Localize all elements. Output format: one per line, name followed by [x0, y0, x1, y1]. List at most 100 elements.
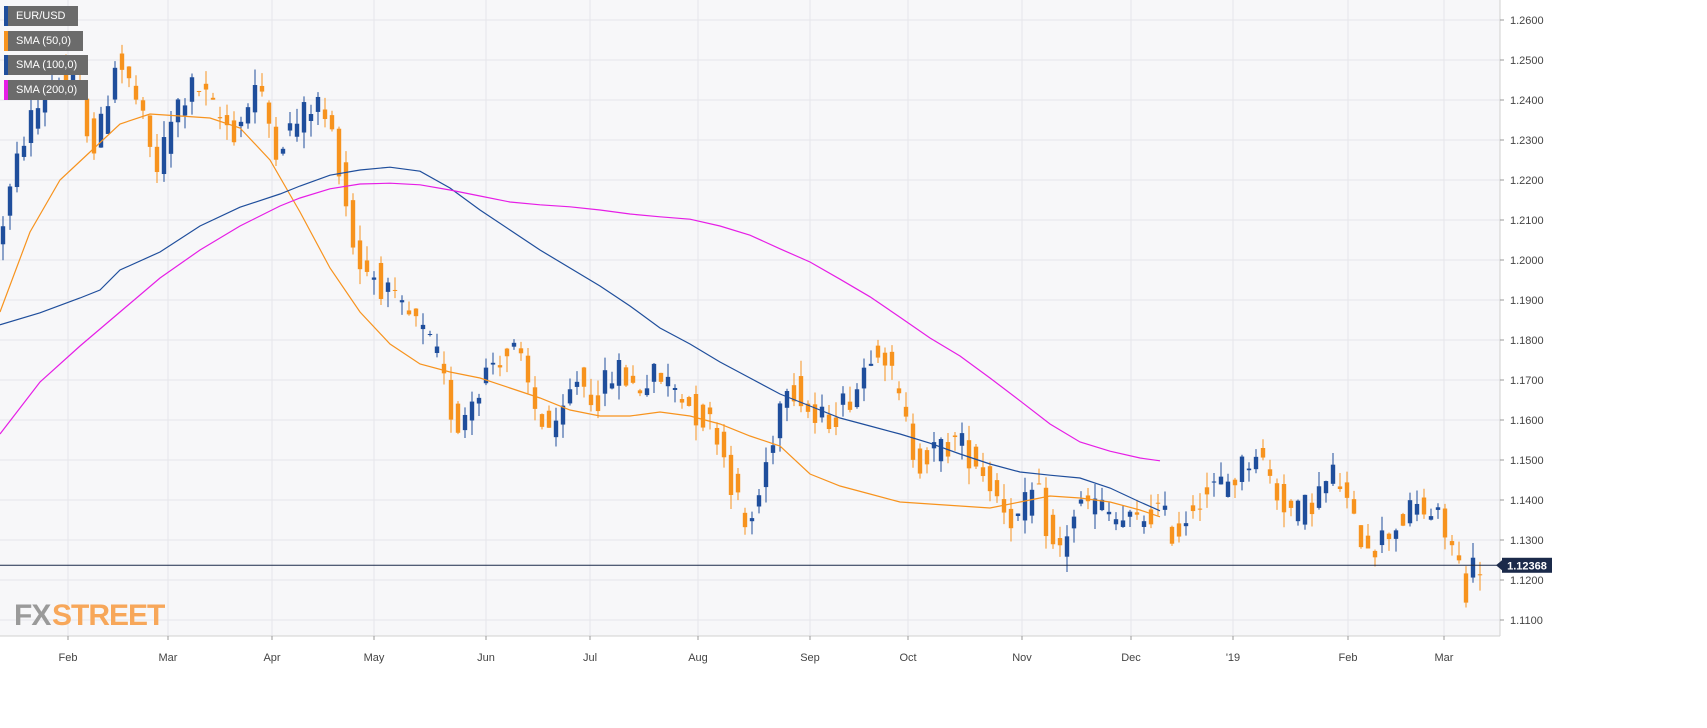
candle-body	[1386, 533, 1392, 540]
y-tick-label: 1.2500	[1510, 55, 1544, 67]
last-price-badge: 1.12368	[1496, 557, 1552, 573]
sma-line	[0, 166, 1161, 512]
legend-label: SMA (200,0)	[16, 84, 78, 96]
candle-body	[238, 121, 244, 127]
candle-body	[182, 105, 188, 116]
candle-body	[959, 433, 965, 446]
candle-body	[504, 348, 510, 357]
candle-body	[98, 113, 104, 148]
y-tick-label: 1.1200	[1510, 575, 1544, 587]
candle-body	[392, 289, 398, 291]
candle-body	[210, 97, 216, 100]
candle-body	[21, 145, 27, 157]
candle-body	[1470, 557, 1476, 578]
candle-body	[539, 414, 545, 427]
last-price-label: 1.12368	[1507, 560, 1547, 572]
x-tick-label: Feb	[59, 652, 78, 664]
candle-body	[1267, 469, 1273, 476]
y-tick-label: 1.2200	[1510, 175, 1544, 187]
candle-body	[665, 376, 671, 387]
legend-item-sma50: SMA (50,0)	[4, 31, 83, 51]
candle-body	[196, 90, 202, 92]
candle-body	[1071, 516, 1077, 529]
x-tick-label: Aug	[688, 652, 708, 664]
candle-body	[546, 410, 552, 428]
candle-body	[553, 420, 559, 438]
candle-body	[833, 417, 839, 427]
candle-body	[728, 454, 734, 495]
legend-item-eurusd: EUR/USD	[4, 6, 78, 26]
candle-body	[994, 480, 1000, 497]
candle-body	[1225, 481, 1231, 497]
y-tick-label: 1.2400	[1510, 95, 1544, 107]
y-tick-label: 1.1600	[1510, 415, 1544, 427]
candle-body	[385, 282, 391, 292]
candle-body	[112, 67, 118, 100]
x-tick-label: Mar	[1435, 652, 1454, 664]
candle-body	[133, 85, 139, 100]
candle-body	[861, 367, 867, 389]
candle-body	[147, 115, 153, 147]
candle-body	[875, 345, 881, 358]
candle-body	[854, 389, 860, 408]
candle-body	[714, 427, 720, 445]
candle-body	[1400, 514, 1406, 526]
candle-body	[1421, 497, 1427, 515]
candle-body	[1372, 550, 1378, 558]
candle-body	[826, 414, 832, 430]
fxstreet-logo: FX STREET	[14, 599, 166, 632]
candle-body	[812, 404, 818, 423]
candle-body	[1015, 513, 1021, 517]
candle-body	[1302, 494, 1308, 525]
candle-body	[693, 394, 699, 426]
candle-body	[924, 450, 930, 465]
candle-body	[1106, 511, 1112, 515]
candle-body	[1260, 447, 1266, 458]
x-axis-ticks: Feb Mar Apr May Jun Jul Aug Sep Oct Nov Dec '19 Feb M…	[59, 636, 1454, 664]
candle-body	[448, 379, 454, 420]
candle-body	[462, 414, 468, 431]
candle-body	[434, 346, 440, 354]
candle-body	[1036, 483, 1042, 485]
candle-body	[245, 107, 251, 124]
candle-body	[644, 388, 650, 396]
y-tick-label: 1.1900	[1510, 295, 1544, 307]
x-tick-label: Mar	[159, 652, 178, 664]
y-tick-label: 1.1300	[1510, 535, 1544, 547]
candle-body	[742, 512, 748, 528]
candle-body	[1127, 511, 1133, 517]
candle-body	[1057, 538, 1063, 546]
candle-body	[847, 401, 853, 410]
candle-body	[1316, 486, 1322, 508]
legend-label: EUR/USD	[16, 10, 66, 22]
candle-body	[952, 435, 958, 438]
candle-body	[511, 342, 517, 347]
y-tick-label: 1.2000	[1510, 255, 1544, 267]
sma-line	[0, 182, 1161, 462]
candle-body	[973, 446, 979, 467]
candle-body	[42, 99, 48, 113]
candle-body	[14, 153, 20, 188]
candle-body	[469, 401, 475, 421]
candle-body	[1435, 507, 1441, 510]
candle-body	[819, 406, 825, 418]
grid-horizontal	[0, 19, 1500, 621]
candle-body	[1232, 479, 1238, 486]
candle-body	[1351, 499, 1357, 514]
candle-body	[1239, 456, 1245, 482]
candle-body	[1274, 483, 1280, 501]
x-tick-label: '19	[1226, 652, 1240, 664]
candle-body	[1001, 499, 1007, 513]
x-tick-label: Oct	[899, 652, 916, 664]
candle-body	[840, 393, 846, 405]
candle-body	[350, 200, 356, 248]
candle-body	[525, 355, 531, 383]
plot-area	[0, 0, 1500, 636]
y-axis-ticks: 1.2600 1.2500 1.2400 1.2300 1.2200 1.2100 1.20…	[1500, 15, 1544, 627]
candle-body	[126, 66, 132, 79]
candle-body	[805, 403, 811, 412]
candle-body	[84, 98, 90, 137]
x-tick-label: May	[364, 652, 385, 664]
candle-body	[0, 226, 6, 245]
